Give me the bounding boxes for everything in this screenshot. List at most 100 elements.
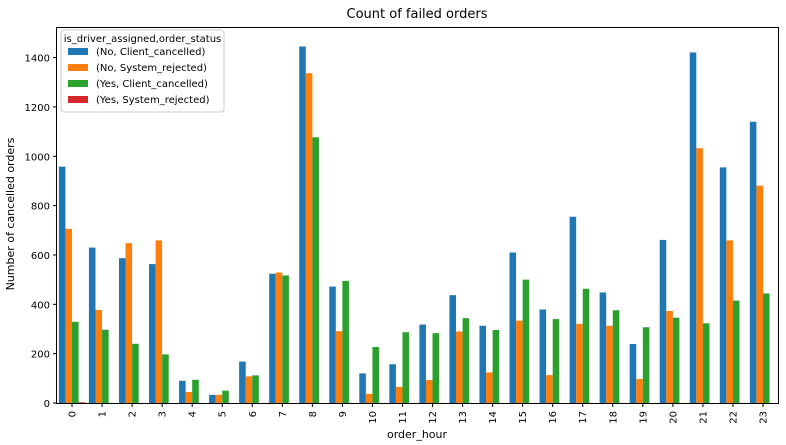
bar-1-18	[599, 292, 607, 403]
bar-2-22	[726, 240, 733, 403]
bar-2-5	[215, 394, 223, 403]
bar-3-13	[462, 318, 470, 403]
bar-1-4	[179, 380, 186, 403]
bar-1-6	[239, 361, 246, 403]
bar-4-0	[78, 402, 86, 403]
legend-label-3: (Yes, Client_cancelled)	[96, 79, 208, 90]
bar-3-19	[642, 327, 650, 403]
x-tick-label: 11	[398, 411, 409, 424]
bar-3-22	[732, 300, 740, 403]
bar-2-2	[125, 243, 133, 403]
bar-3-9	[342, 280, 349, 403]
bar-2-14	[486, 372, 493, 403]
bar-1-23	[749, 121, 757, 403]
bar-3-18	[612, 310, 620, 403]
legend-swatch-4	[68, 96, 88, 103]
legend-label-4: (Yes, System_rejected)	[96, 95, 210, 106]
bar-2-1	[95, 309, 103, 403]
bar-2-16	[546, 375, 553, 403]
legend-swatch-1	[68, 48, 88, 55]
bar-3-11	[402, 332, 410, 403]
bar-2-8	[305, 73, 313, 404]
bar-2-9	[335, 331, 343, 403]
bar-1-11	[389, 364, 396, 403]
x-tick-label: 18	[608, 411, 619, 424]
bar-1-19	[629, 344, 637, 403]
bar-1-16	[539, 309, 547, 403]
bar-3-17	[582, 288, 590, 403]
x-tick-label: 2	[128, 411, 139, 417]
bar-3-4	[192, 379, 199, 403]
bar-1-13	[449, 295, 456, 403]
bar-3-5	[222, 390, 229, 403]
bar-2-7	[275, 272, 283, 403]
x-tick-label: 3	[158, 411, 169, 417]
bar-3-23	[762, 293, 770, 403]
bar-1-17	[569, 216, 577, 403]
bar-3-8	[312, 137, 319, 404]
bar-2-0	[65, 228, 73, 403]
bar-1-21	[689, 52, 697, 404]
x-tick-label: 16	[548, 411, 559, 424]
bar-3-3	[162, 354, 169, 403]
bar-3-15	[522, 279, 530, 403]
y-tick-label: 1400	[25, 54, 50, 65]
bar-2-10	[365, 393, 373, 403]
bar-2-3	[155, 240, 163, 403]
bar-2-19	[636, 379, 643, 403]
bar-3-0	[72, 321, 79, 403]
bar-3-20	[672, 317, 680, 403]
y-tick-label: 200	[31, 350, 50, 361]
bar-2-6	[245, 376, 253, 403]
x-tick-label: 17	[578, 411, 589, 424]
x-tick-label: 1	[98, 411, 109, 417]
x-tick-label: 8	[308, 411, 319, 417]
bar-3-14	[492, 329, 500, 403]
y-tick-label: 0	[44, 399, 50, 410]
legend-title: is_driver_assigned,order_status	[64, 34, 222, 45]
bar-1-9	[329, 286, 336, 403]
bar-3-1	[102, 329, 109, 403]
bar-2-17	[576, 323, 583, 403]
y-tick-label: 600	[31, 251, 50, 262]
bar-3-10	[372, 347, 380, 403]
x-tick-label: 23	[758, 411, 769, 424]
bar-1-8	[299, 46, 306, 403]
bar-2-18	[606, 325, 613, 403]
bar-3-16	[552, 319, 560, 403]
x-tick-label: 9	[338, 411, 349, 417]
x-tick-label: 12	[428, 411, 439, 424]
legend-label-2: (No, System_rejected)	[96, 63, 207, 74]
legend-box	[60, 29, 225, 113]
y-axis-label: Number of cancelled orders	[4, 137, 17, 290]
bar-1-2	[118, 258, 126, 403]
x-tick-label: 15	[518, 411, 529, 424]
bar-2-15	[516, 320, 523, 403]
x-tick-label: 10	[368, 411, 379, 424]
bar-1-3	[149, 264, 156, 403]
plot-frame	[56, 27, 779, 404]
x-tick-label: 5	[218, 411, 229, 417]
bar-3-7	[282, 275, 289, 403]
bar-3-6	[252, 375, 259, 403]
bar-2-4	[185, 391, 193, 403]
x-axis-label: order_hour	[387, 428, 448, 441]
legend-swatch-2	[68, 64, 88, 71]
bar-1-7	[269, 273, 276, 403]
bar-2-12	[425, 380, 433, 403]
x-tick-label: 4	[188, 411, 199, 417]
x-tick-label: 22	[728, 411, 739, 424]
bar-1-14	[479, 325, 487, 403]
bar-1-5	[209, 394, 216, 403]
x-tick-label: 6	[248, 411, 259, 417]
bar-1-1	[88, 247, 96, 403]
bar-1-0	[58, 166, 66, 403]
legend-label-1: (No, Client_cancelled)	[96, 47, 205, 58]
bar-1-15	[509, 252, 517, 403]
x-tick-label: 19	[638, 411, 649, 424]
bar-1-20	[659, 239, 667, 403]
bar-1-10	[359, 373, 366, 403]
legend: is_driver_assigned,order_status (No, Clie…	[60, 29, 225, 113]
